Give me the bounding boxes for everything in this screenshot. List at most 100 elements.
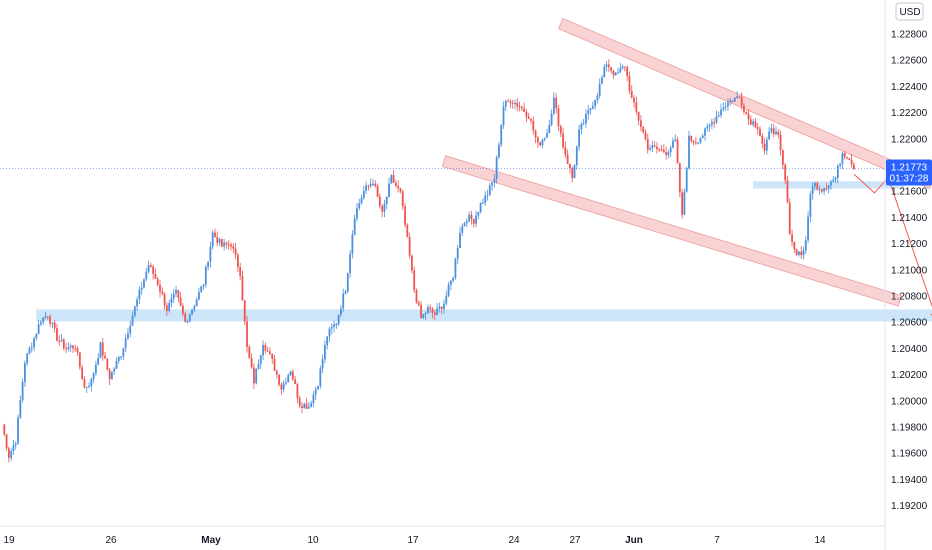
candle	[37, 319, 40, 335]
candle	[683, 188, 686, 215]
candle	[122, 347, 125, 360]
candle	[507, 98, 509, 102]
candle-body	[559, 126, 562, 134]
candle	[360, 194, 363, 205]
candle-body	[814, 183, 816, 187]
candle	[660, 145, 663, 152]
candle-body	[255, 368, 258, 384]
candle	[362, 185, 365, 200]
candle	[26, 352, 29, 367]
candle	[392, 170, 395, 183]
candle-body	[417, 302, 420, 305]
candle	[58, 335, 61, 346]
candle	[619, 62, 622, 74]
candle	[440, 306, 443, 315]
candle	[133, 305, 136, 318]
candle	[788, 198, 791, 235]
candle-body	[626, 67, 629, 77]
candle-body	[447, 284, 450, 296]
candle-body	[818, 189, 821, 191]
candle-body	[92, 373, 95, 380]
candle-body	[722, 107, 725, 110]
candle-body	[236, 254, 239, 268]
candle-body	[504, 100, 507, 107]
candle-body	[388, 183, 390, 197]
x-axis[interactable]: 19 26 May 10 17 24 27 Jun 7 14	[3, 535, 826, 546]
candle-body	[642, 126, 645, 133]
candle	[612, 69, 615, 79]
candle	[3, 423, 6, 437]
candle-body	[543, 137, 546, 140]
candle-body	[328, 328, 331, 337]
candle-body	[770, 128, 773, 132]
candle	[83, 376, 86, 389]
candle	[220, 238, 223, 248]
candle	[715, 110, 718, 125]
candle-body	[463, 223, 466, 226]
candle	[262, 340, 264, 361]
candle	[452, 276, 455, 283]
candle	[779, 130, 782, 156]
candle	[367, 184, 370, 191]
candle-body	[262, 345, 264, 356]
candle-body	[823, 188, 826, 192]
candle-body	[399, 188, 402, 192]
candle-body	[582, 123, 585, 125]
currency-badge[interactable]: USD	[895, 2, 924, 21]
candle	[482, 198, 484, 204]
candle	[468, 211, 471, 223]
candle-body	[708, 124, 711, 127]
candle	[406, 223, 409, 238]
candle-body	[541, 139, 544, 146]
candle-body	[759, 128, 761, 136]
candle	[216, 231, 219, 247]
candle-body	[207, 261, 209, 267]
candle	[823, 187, 826, 196]
candle	[397, 180, 400, 193]
candle-body	[230, 244, 232, 247]
candle	[246, 315, 248, 353]
candle-body	[498, 144, 500, 158]
candle	[720, 103, 722, 119]
candle	[825, 183, 828, 192]
candle	[97, 352, 100, 366]
candle	[649, 144, 651, 152]
candle-body	[658, 149, 661, 151]
candle-body	[433, 312, 436, 315]
candle	[676, 136, 679, 164]
candle	[697, 142, 700, 145]
candle	[653, 141, 656, 148]
candle-body	[385, 196, 388, 205]
candle	[573, 164, 576, 179]
candle	[836, 163, 839, 184]
candle-body	[154, 274, 157, 279]
candle	[685, 166, 688, 193]
candle	[479, 202, 482, 214]
candle	[30, 342, 33, 353]
candle	[846, 156, 848, 160]
candle-body	[475, 215, 477, 224]
candle-body	[830, 181, 832, 186]
candle	[376, 183, 379, 198]
candle	[740, 92, 743, 110]
candle	[62, 337, 65, 351]
candle	[145, 267, 148, 282]
candle	[177, 289, 180, 303]
candle	[101, 338, 104, 361]
candle	[7, 446, 10, 463]
candle-body	[843, 153, 846, 157]
candle-body	[28, 348, 31, 354]
candle-body	[266, 350, 269, 352]
candle-body	[239, 267, 242, 277]
candle-body	[188, 314, 191, 322]
candle	[694, 136, 697, 146]
candle	[76, 346, 79, 357]
candle	[701, 133, 704, 139]
candle-body	[184, 313, 187, 322]
candle	[759, 126, 761, 137]
candle-body	[578, 129, 580, 147]
candle-body	[170, 298, 173, 304]
candle-body	[727, 102, 729, 107]
candle-body	[607, 64, 610, 68]
